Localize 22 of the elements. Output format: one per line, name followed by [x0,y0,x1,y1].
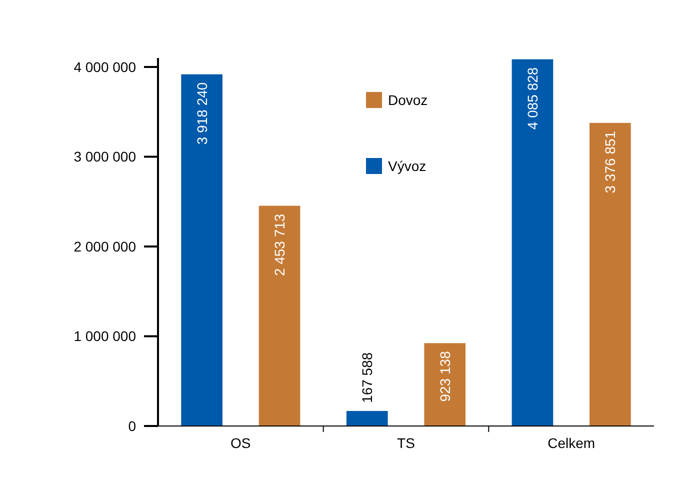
y-tick-label: 1 000 000 [74,328,136,344]
x-tick-label: TS [397,435,415,451]
bar [346,410,388,426]
data-label: 4 085 828 [524,67,540,130]
legend-label: Dovoz [388,92,428,108]
data-label: 3 918 240 [194,82,210,145]
data-label: 2 453 713 [272,214,288,276]
y-tick-label: 3 000 000 [74,148,136,165]
data-label: 3 376 851 [602,130,618,194]
bar [181,74,222,426]
x-tick-label: Celkem [548,435,596,451]
data-label: 923 138 [436,350,453,402]
x-tick-label: OS [230,435,251,451]
y-tick-label: 0 [128,418,136,434]
y-tick-label: 2 000 000 [74,238,136,254]
data-label: 167 588 [359,352,376,403]
legend-label: Vývoz [388,158,426,174]
y-tick-label: 4 000 000 [74,58,136,75]
bar [512,59,554,426]
bar [424,343,466,426]
bar [590,122,631,426]
bar [258,206,300,426]
